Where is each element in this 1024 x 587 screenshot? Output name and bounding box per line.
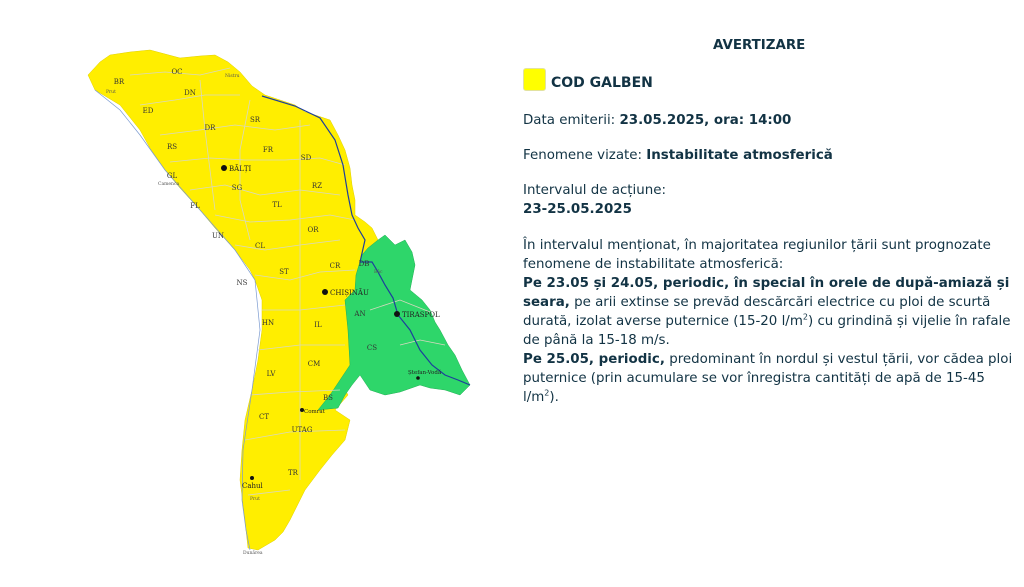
region-label: FR <box>263 146 274 154</box>
region-label: NS <box>237 279 248 287</box>
city-label: Comrat <box>304 409 326 415</box>
region-label: BS <box>323 394 333 402</box>
city-dot <box>300 408 304 412</box>
region-label: TR <box>288 469 299 477</box>
warning-description: În intervalul menționat, în majoritatea … <box>523 236 1018 407</box>
region-label: ST <box>279 268 289 276</box>
region-label: CL <box>255 242 265 250</box>
region-label: OR <box>307 226 319 234</box>
superscript: 2 <box>544 388 550 398</box>
city-label: Cahul <box>242 482 264 490</box>
city-dot <box>322 289 328 295</box>
period-1: Pe 23.05 și 24.05, periodic, în special … <box>523 274 1018 350</box>
period-1-text-end: ) cu grindină și vijelie în rafale de pâ… <box>523 314 1011 348</box>
city-dot <box>416 376 420 380</box>
district-borders <box>129 67 446 496</box>
period-1-heading: Pe 23.05 și 24.05, periodic, în special … <box>523 276 1010 310</box>
issued-label: Data emiterii: <box>523 113 620 128</box>
region-label: IL <box>314 321 322 329</box>
region-label: GL <box>167 172 178 180</box>
intro-text: În intervalul menționat, în majoritatea … <box>523 238 991 272</box>
region-label: CS <box>367 344 377 352</box>
issued-value: 23.05.2025, ora: 14:00 <box>619 113 792 128</box>
region-label: RS <box>167 143 177 151</box>
river-label-bac: Bâc <box>374 268 383 275</box>
region-label: DR <box>205 124 217 132</box>
region-label: SG <box>232 184 243 192</box>
yellow-zone <box>87 49 379 551</box>
superscript: 2 <box>802 312 808 322</box>
city-dot <box>250 476 254 480</box>
region-label: LV <box>267 370 277 378</box>
warning-map: BR OC DN ED DR SR RS FR SD GL SG RZ FL TL UN OR CL CR DB ST… <box>87 49 471 556</box>
region-label: CM <box>308 360 321 368</box>
city-label: Ștefan-Vodă <box>408 369 442 376</box>
city-label: CHIȘINĂU <box>330 288 369 297</box>
warning-title: AVERTIZARE <box>713 38 806 53</box>
city-markers: BĂLȚI CHIȘINĂU TIRASPOL Ștefan-Vodă Comrat Ca… <box>221 164 442 490</box>
region-label: DN <box>184 89 196 97</box>
city-label: TIRASPOL <box>402 311 440 319</box>
region-label: AN <box>353 310 365 318</box>
green-zone <box>317 234 471 411</box>
interval-value: 23-25.05.2025 <box>523 202 632 217</box>
dniester-river <box>261 95 471 386</box>
region-label: CT <box>259 413 269 421</box>
phenomena-label: Fenomene vizate: <box>523 148 647 163</box>
region-label: ED <box>143 107 154 115</box>
region-label: UN <box>212 232 224 240</box>
prut-river <box>94 89 261 551</box>
region-label: HN <box>262 319 274 327</box>
region-label: DB <box>359 260 370 268</box>
city-label: BĂLȚI <box>229 164 252 173</box>
river-label-nistru: Nistru <box>225 73 240 79</box>
region-label: FL <box>190 202 200 210</box>
phenomena-row: Fenomene vizate: Instabilitate atmosferi… <box>523 146 833 165</box>
phenomena-value: Instabilitate atmosferică <box>646 148 833 163</box>
code-label: COD GALBEN <box>551 75 653 91</box>
period-2-text-end: ). <box>549 390 559 405</box>
region-labels: BR OC DN ED DR SR RS FR SD GL SG RZ FL TL UN OR CL CR DB ST… <box>114 68 377 477</box>
region-label: OC <box>171 68 182 76</box>
period-1-text: pe arii extinse se prevăd descărcări ele… <box>523 295 991 329</box>
region-label: TL <box>272 201 282 209</box>
region-label: SD <box>301 154 312 162</box>
region-label: BR <box>114 78 125 86</box>
yellow-code-swatch <box>523 68 546 91</box>
river-label-camenca: Camenca <box>158 181 179 187</box>
region-label: UTAG <box>292 426 313 434</box>
period-2-text: predominant în nordul și vestul țării, v… <box>523 352 1013 405</box>
interval-label: Intervalul de acțiune: <box>523 183 667 198</box>
issued-row: Data emiterii: 23.05.2025, ora: 14:00 <box>523 111 791 130</box>
region-label: CR <box>330 262 341 270</box>
river-label-prut-south: Prut <box>250 496 260 502</box>
city-dot <box>394 311 400 317</box>
region-label: RZ <box>312 182 322 190</box>
river-label-danube: Dunărea <box>243 549 263 556</box>
river-label-prut-north: Prut <box>106 89 116 95</box>
warning-code: COD GALBEN <box>523 68 653 91</box>
period-2: Pe 25.05, periodic, predominant în nordu… <box>523 350 1018 407</box>
city-dot <box>221 165 227 171</box>
period-2-heading: Pe 25.05, periodic, <box>523 352 665 367</box>
region-label: SR <box>250 116 261 124</box>
